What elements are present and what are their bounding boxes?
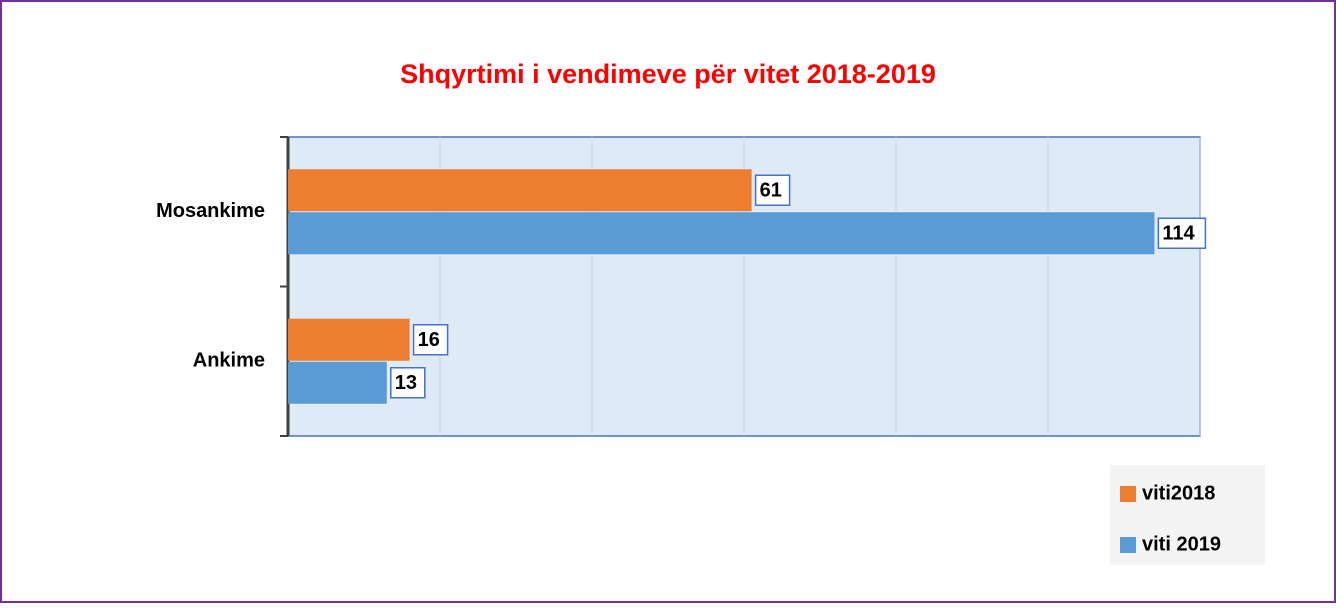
data-label-box [390, 367, 426, 399]
chart-title: Shqyrtimi i vendimeve për vitet 2018-201… [400, 59, 936, 89]
legend-label: viti 2019 [1142, 533, 1221, 555]
bar [288, 169, 752, 212]
bar [288, 212, 1155, 255]
y-tick-label: Mosankime [156, 200, 265, 222]
data-label: 114 [1162, 223, 1195, 245]
legend-label: viti2018 [1142, 482, 1215, 504]
y-tick-label: Ankime [193, 350, 265, 372]
data-label: 13 [395, 372, 417, 394]
data-label: 16 [418, 329, 440, 351]
legend-swatch [1120, 486, 1136, 502]
bar [288, 318, 410, 361]
data-label-box [1157, 217, 1207, 249]
bar [288, 361, 387, 404]
data-label: 61 [760, 180, 782, 202]
data-label-box [754, 174, 791, 206]
legend-swatch [1120, 537, 1136, 553]
data-label-box [412, 324, 449, 356]
